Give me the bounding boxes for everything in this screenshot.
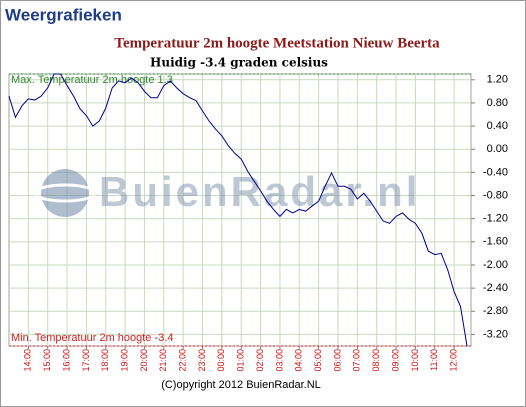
x-tick-label: 06:00 <box>332 349 342 372</box>
x-tick-label: 19:00 <box>119 349 129 372</box>
x-tick-label: 18:00 <box>100 349 110 372</box>
y-tick-label: -3.20 <box>483 328 508 340</box>
y-tick-label: -1.20 <box>483 213 508 225</box>
x-tick-label: 22:00 <box>178 349 188 372</box>
y-tick-label: -2.80 <box>483 305 508 317</box>
x-tick-label: 23:00 <box>197 349 207 372</box>
annotation: Max. Temperatuur 2m hoogte 1.3 <box>11 74 173 86</box>
chart-subtitle: Huidig -3.4 graden celsius <box>150 56 328 70</box>
x-tick-label: 04:00 <box>294 349 304 372</box>
y-tick-label: -0.80 <box>483 189 508 201</box>
x-tick-label: 20:00 <box>139 349 149 372</box>
x-tick-label: 05:00 <box>313 349 323 372</box>
x-tick-label: 09:00 <box>390 349 400 372</box>
copyright: (C)opyright 2012 BuienRadar.NL <box>161 379 321 391</box>
x-tick-label: 08:00 <box>371 349 381 372</box>
x-tick-label: 14:00 <box>23 349 33 372</box>
x-tick-label: 11:00 <box>429 349 439 371</box>
chart-title: Temperatuur 2m hoogte Meetstation Nieuw … <box>114 35 440 51</box>
watermark-logo <box>33 169 97 217</box>
x-tick-label: 21:00 <box>158 349 168 372</box>
x-tick-label: 10:00 <box>410 349 420 372</box>
line-series <box>8 73 468 347</box>
x-tick-label: 02:00 <box>255 349 265 372</box>
annotation: Min. Temperatuur 2m hoogte -3.4 <box>11 332 173 344</box>
y-tick-label: -2.40 <box>483 282 508 294</box>
y-tick-label: 1.20 <box>487 74 508 86</box>
x-tick-label: 07:00 <box>352 349 362 372</box>
x-tick-label: 12:00 <box>448 349 458 372</box>
y-tick-label: 0.40 <box>487 120 508 132</box>
x-tick-label: 00:00 <box>216 349 226 372</box>
x-tick-label: 15:00 <box>42 349 52 372</box>
x-tick-label: 03:00 <box>274 349 284 372</box>
x-tick-label: 01:00 <box>236 349 246 372</box>
y-tick-label: 0.80 <box>487 97 508 109</box>
widget-title: Weergrafieken <box>5 5 122 24</box>
watermark: BuienRadar.nl <box>99 168 420 215</box>
y-tick-label: -1.60 <box>483 236 508 248</box>
y-tick-label: 0.00 <box>487 143 508 155</box>
y-tick-label: -2.00 <box>483 259 508 271</box>
x-tick-label: 17:00 <box>81 349 91 372</box>
x-tick-label: 16:00 <box>61 349 71 372</box>
y-tick-label: -0.40 <box>483 166 508 178</box>
